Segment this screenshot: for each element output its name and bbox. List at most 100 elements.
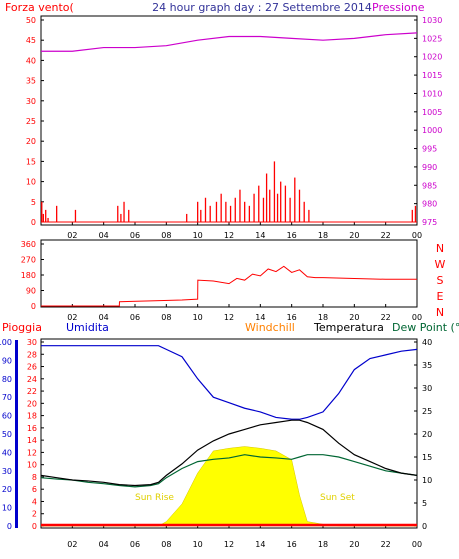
- x-tick-label: 18: [318, 313, 328, 322]
- rain-y-tick-label: 10: [27, 461, 37, 470]
- temp-y-tick-label: 40: [422, 338, 432, 347]
- pressure-line: [41, 32, 418, 52]
- pressure-y-tick-label: 980: [422, 200, 437, 209]
- humidity-y-tick-label: 40: [2, 448, 12, 457]
- rain-y-tick-label: 28: [27, 350, 37, 359]
- wind-y-tick-label: 5: [31, 198, 36, 207]
- x-tick-label: 04: [99, 540, 109, 549]
- x-tick-label: 20: [349, 313, 359, 322]
- humidity-y-tick-label: 60: [2, 412, 12, 421]
- rain-label: Pioggia: [2, 321, 42, 334]
- x-tick-label: 12: [224, 231, 234, 240]
- compass-label: N: [436, 306, 444, 319]
- rain-y-tick-label: 2: [32, 510, 37, 519]
- x-tick-label: 08: [161, 540, 171, 549]
- rain-y-tick-label: 24: [27, 375, 37, 384]
- dir-y-tick-label: 270: [21, 256, 36, 265]
- temp-y-tick-label: 15: [422, 453, 432, 462]
- humidity-y-tick-label: 70: [2, 393, 12, 402]
- humidity-y-tick-label: 10: [2, 504, 12, 513]
- dir-y-tick-label: 90: [26, 287, 36, 296]
- wind-y-tick-label: 0: [31, 218, 36, 227]
- pressure-y-tick-label: 975: [422, 218, 437, 227]
- pressure-label: Pressione: [372, 1, 425, 14]
- dewpoint-line: [40, 454, 418, 488]
- x-tick-label: 10: [193, 313, 203, 322]
- x-tick-label: 14: [255, 231, 265, 240]
- temp-y-tick-label: 5: [422, 499, 427, 508]
- wind-y-tick-label: 30: [26, 97, 36, 106]
- rain-y-tick-label: 6: [32, 485, 37, 494]
- x-tick-label: 08: [161, 313, 171, 322]
- x-tick-label: 22: [381, 313, 391, 322]
- temp-y-tick-label: 35: [422, 361, 432, 370]
- dir-y-tick-label: 180: [21, 271, 36, 280]
- pressure-y-tick-label: 1005: [422, 108, 442, 117]
- humidity-line: [41, 345, 418, 420]
- x-tick-label: 10: [193, 540, 203, 549]
- rain-y-tick-label: 26: [27, 363, 37, 372]
- x-tick-label: 12: [224, 540, 234, 549]
- wind-y-tick-label: 25: [26, 117, 36, 126]
- compass-label: E: [437, 290, 444, 303]
- x-tick-label: 06: [130, 313, 140, 322]
- pressure-y-tick-label: 1030: [422, 16, 442, 25]
- wind-direction-line: [41, 265, 417, 307]
- wind-y-tick-label: 35: [26, 77, 36, 86]
- x-tick-label: 06: [130, 231, 140, 240]
- humidity-y-tick-label: 90: [2, 356, 12, 365]
- x-tick-label: 16: [287, 540, 297, 549]
- humidity-y-tick-label: 80: [2, 375, 12, 384]
- x-tick-label: 00: [412, 231, 422, 240]
- sunset-label: Sun Set: [320, 493, 355, 503]
- x-tick-label: 10: [193, 231, 203, 240]
- compass-label: N: [436, 242, 444, 255]
- wind-pressure-panel: 5045403530252015105010301025102010151010…: [26, 16, 443, 240]
- x-tick-label: 06: [130, 540, 140, 549]
- temp-y-tick-label: 20: [422, 430, 432, 439]
- pressure-y-tick-label: 1020: [422, 53, 442, 62]
- pressure-y-tick-label: 1000: [422, 126, 442, 135]
- x-tick-label: 18: [318, 540, 328, 549]
- wind-y-tick-label: 10: [26, 178, 36, 187]
- rain-y-tick-label: 22: [27, 387, 37, 396]
- humidity-y-tick-label: 20: [2, 485, 12, 494]
- temperature-label: Temperatura: [313, 321, 384, 334]
- rain-y-tick-label: 20: [27, 399, 37, 408]
- x-tick-label: 00: [412, 313, 422, 322]
- x-tick-label: 22: [381, 231, 391, 240]
- sunrise-label: Sun Rise: [135, 493, 174, 503]
- x-tick-label: 02: [67, 231, 77, 240]
- rain-y-tick-label: 8: [32, 473, 37, 482]
- compass-label: S: [437, 274, 444, 287]
- temperature-line: [40, 419, 418, 487]
- pressure-y-tick-label: 1010: [422, 89, 442, 98]
- x-tick-label: 04: [99, 231, 109, 240]
- humidity-y-tick-label: 30: [2, 467, 12, 476]
- panel2-frame: [40, 239, 418, 308]
- rain-y-tick-label: 4: [32, 497, 37, 506]
- rain-humidity-temp-panel: 1009080706050403020100302826242220181614…: [0, 338, 432, 549]
- wind-y-tick-label: 15: [26, 157, 36, 166]
- x-tick-label: 08: [161, 231, 171, 240]
- x-tick-label: 04: [99, 313, 109, 322]
- humidity-axis-bar: [15, 340, 18, 528]
- compass-label: W: [435, 258, 446, 271]
- x-tick-label: 22: [381, 540, 391, 549]
- rain-y-tick-label: 14: [27, 436, 37, 445]
- temp-y-tick-label: 25: [422, 407, 432, 416]
- x-tick-label: 14: [255, 540, 265, 549]
- dir-y-tick-label: 0: [31, 302, 36, 311]
- x-tick-label: 14: [255, 313, 265, 322]
- pressure-y-tick-label: 1025: [422, 34, 442, 43]
- x-tick-label: 18: [318, 231, 328, 240]
- x-tick-label: 02: [67, 313, 77, 322]
- temp-y-tick-label: 30: [422, 384, 432, 393]
- pressure-y-tick-label: 1015: [422, 71, 442, 80]
- humidity-y-tick-label: 0: [7, 522, 12, 531]
- rain-y-tick-label: 0: [32, 522, 37, 531]
- temp-y-tick-label: 10: [422, 476, 432, 485]
- x-tick-label: 20: [349, 540, 359, 549]
